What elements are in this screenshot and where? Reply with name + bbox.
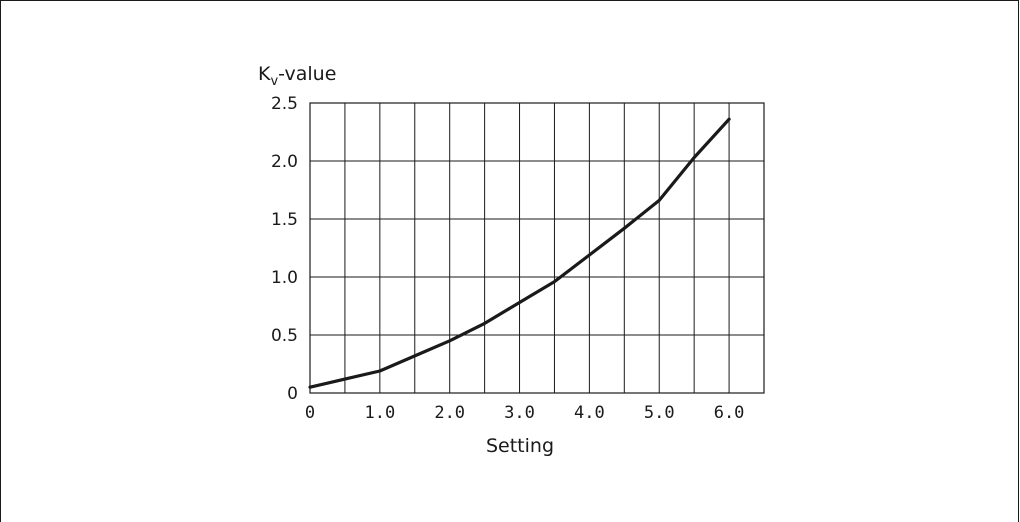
grid-lines (310, 103, 764, 393)
x-axis-label: Setting (486, 435, 554, 457)
x-tick-label: 5.0 (644, 403, 675, 423)
y-tick-label: 1.5 (271, 210, 298, 230)
y-axis-label-main: K (258, 63, 271, 85)
y-axis-label-suffix: -value (278, 63, 336, 85)
x-tick-label: 3.0 (504, 403, 535, 423)
y-axis-label: Kv-value (258, 63, 336, 89)
x-tick-label: 2.0 (434, 403, 465, 423)
x-tick-label: 4.0 (574, 403, 605, 423)
y-tick-label: 0.5 (271, 326, 298, 346)
y-axis-ticks: 0 0.5 1.0 1.5 2.0 2.5 (271, 94, 298, 404)
x-tick-label: 0 (305, 403, 315, 423)
x-axis-ticks: 0 1.0 2.0 3.0 4.0 5.0 6.0 (305, 403, 745, 423)
kv-curve-line (308, 117, 731, 389)
y-tick-label: 2.0 (271, 152, 298, 172)
x-tick-label: 1.0 (364, 403, 395, 423)
y-tick-label: 0 (287, 384, 298, 404)
plot-area-border (309, 102, 765, 394)
y-axis-label-subscript: v (270, 74, 278, 89)
series-layer (308, 117, 731, 389)
x-tick-label: 6.0 (714, 403, 745, 423)
y-tick-label: 1.0 (271, 268, 298, 288)
y-tick-label: 2.5 (271, 94, 298, 114)
